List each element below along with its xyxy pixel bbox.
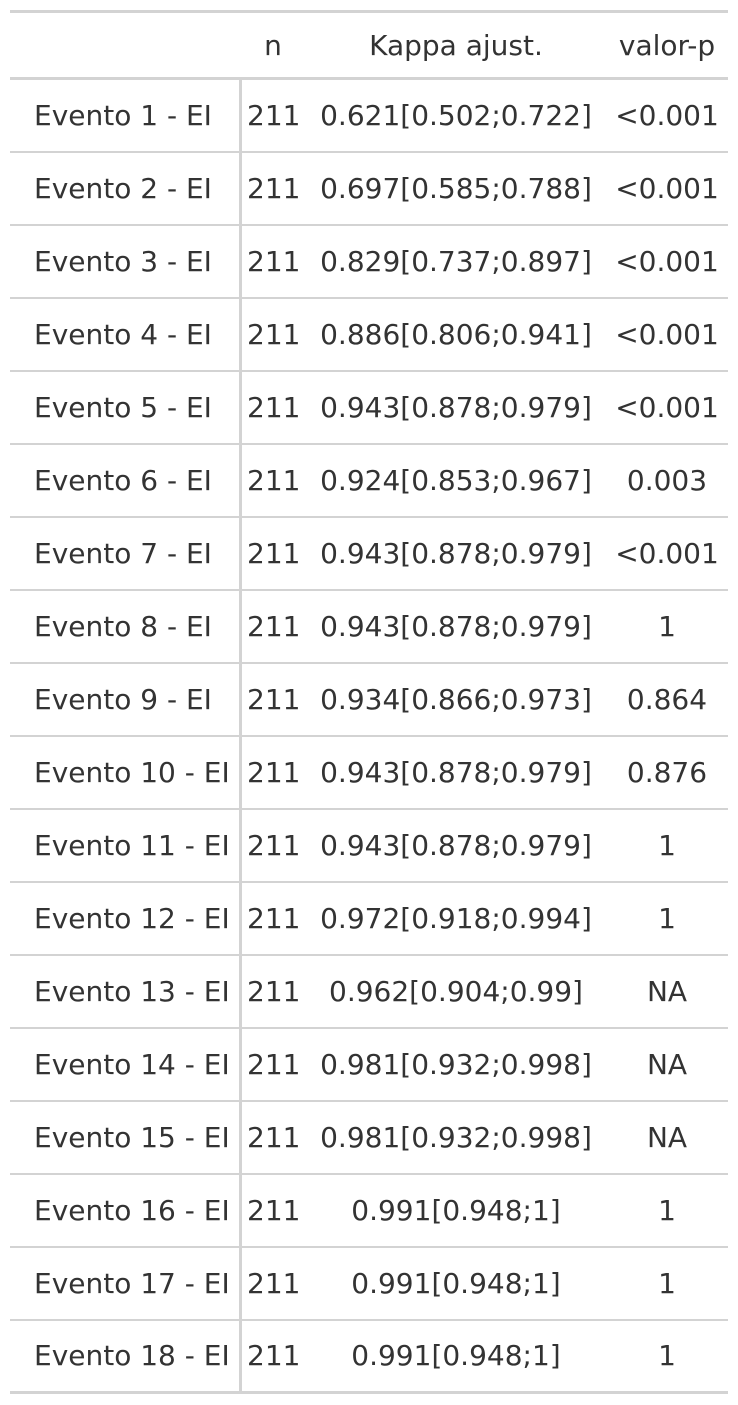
cell-n: 211 (240, 1319, 306, 1394)
table-row: Evento 9 - EI 211 0.934[0.866;0.973] 0.864 (10, 662, 728, 737)
cell-p-value: <0.001 (606, 370, 728, 445)
kappa-table-container: n Kappa ajust. valor-p Evento 1 - EI 211 0… (10, 10, 728, 1394)
table-row: Evento 17 - EI 211 0.991[0.948;1] 1 (10, 1246, 728, 1321)
cell-p-value: 1 (606, 589, 728, 664)
cell-p-value: 1 (606, 1319, 728, 1394)
cell-p-value: <0.001 (606, 516, 728, 591)
row-label: Evento 8 - EI (10, 589, 242, 664)
cell-p-value: <0.001 (606, 78, 728, 153)
row-label: Evento 1 - EI (10, 78, 242, 153)
cell-kappa: 0.886[0.806;0.941] (306, 297, 606, 372)
row-label: Evento 17 - EI (10, 1246, 242, 1321)
cell-kappa: 0.829[0.737;0.897] (306, 224, 606, 299)
header-p-value: valor-p (606, 10, 728, 80)
cell-n: 211 (240, 1100, 306, 1175)
cell-kappa: 0.943[0.878;0.979] (306, 589, 606, 664)
cell-kappa: 0.934[0.866;0.973] (306, 662, 606, 737)
cell-p-value: 1 (606, 1173, 728, 1248)
cell-n: 211 (240, 1027, 306, 1102)
cell-kappa: 0.962[0.904;0.99] (306, 954, 606, 1029)
table-row: Evento 7 - EI 211 0.943[0.878;0.979] <0.001 (10, 516, 728, 591)
table-body: Evento 1 - EI 211 0.621[0.502;0.722] <0.001… (10, 78, 728, 1394)
cell-p-value: 1 (606, 1246, 728, 1321)
cell-n: 211 (240, 443, 306, 518)
row-label: Evento 18 - EI (10, 1319, 242, 1394)
header-stub (10, 10, 240, 80)
cell-n: 211 (240, 662, 306, 737)
cell-n: 211 (240, 735, 306, 810)
header-kappa: Kappa ajust. (306, 10, 606, 80)
row-label: Evento 15 - EI (10, 1100, 242, 1175)
cell-kappa: 0.981[0.932;0.998] (306, 1027, 606, 1102)
cell-n: 211 (240, 297, 306, 372)
cell-n: 211 (240, 589, 306, 664)
cell-n: 211 (240, 224, 306, 299)
cell-p-value: 0.864 (606, 662, 728, 737)
cell-kappa: 0.943[0.878;0.979] (306, 735, 606, 810)
cell-p-value: <0.001 (606, 224, 728, 299)
cell-n: 211 (240, 881, 306, 956)
table-header: n Kappa ajust. valor-p (10, 10, 728, 80)
cell-p-value: 1 (606, 881, 728, 956)
cell-kappa: 0.943[0.878;0.979] (306, 808, 606, 883)
row-label: Evento 13 - EI (10, 954, 242, 1029)
header-row: n Kappa ajust. valor-p (10, 10, 728, 80)
cell-n: 211 (240, 954, 306, 1029)
cell-p-value: 1 (606, 808, 728, 883)
cell-n: 211 (240, 1173, 306, 1248)
cell-kappa: 0.972[0.918;0.994] (306, 881, 606, 956)
cell-kappa: 0.697[0.585;0.788] (306, 151, 606, 226)
cell-n: 211 (240, 516, 306, 591)
row-label: Evento 5 - EI (10, 370, 242, 445)
cell-kappa: 0.991[0.948;1] (306, 1246, 606, 1321)
table-row: Evento 6 - EI 211 0.924[0.853;0.967] 0.003 (10, 443, 728, 518)
row-label: Evento 12 - EI (10, 881, 242, 956)
row-label: Evento 9 - EI (10, 662, 242, 737)
table-row: Evento 15 - EI 211 0.981[0.932;0.998] NA (10, 1100, 728, 1175)
cell-p-value: <0.001 (606, 151, 728, 226)
table-row: Evento 16 - EI 211 0.991[0.948;1] 1 (10, 1173, 728, 1248)
cell-p-value: 0.003 (606, 443, 728, 518)
cell-n: 211 (240, 1246, 306, 1321)
header-n: n (240, 10, 306, 80)
cell-kappa: 0.991[0.948;1] (306, 1319, 606, 1394)
cell-p-value: <0.001 (606, 297, 728, 372)
table-row: Evento 3 - EI 211 0.829[0.737;0.897] <0.001 (10, 224, 728, 299)
cell-n: 211 (240, 808, 306, 883)
cell-kappa: 0.943[0.878;0.979] (306, 516, 606, 591)
row-label: Evento 6 - EI (10, 443, 242, 518)
row-label: Evento 2 - EI (10, 151, 242, 226)
row-label: Evento 11 - EI (10, 808, 242, 883)
cell-n: 211 (240, 151, 306, 226)
table-row: Evento 13 - EI 211 0.962[0.904;0.99] NA (10, 954, 728, 1029)
table-row: Evento 5 - EI 211 0.943[0.878;0.979] <0.001 (10, 370, 728, 445)
table-row: Evento 14 - EI 211 0.981[0.932;0.998] NA (10, 1027, 728, 1102)
table-row: Evento 11 - EI 211 0.943[0.878;0.979] 1 (10, 808, 728, 883)
cell-kappa: 0.991[0.948;1] (306, 1173, 606, 1248)
row-label: Evento 4 - EI (10, 297, 242, 372)
row-label: Evento 10 - EI (10, 735, 242, 810)
cell-kappa: 0.924[0.853;0.967] (306, 443, 606, 518)
row-label: Evento 3 - EI (10, 224, 242, 299)
table-row: Evento 2 - EI 211 0.697[0.585;0.788] <0.001 (10, 151, 728, 226)
cell-p-value: NA (606, 954, 728, 1029)
row-label: Evento 14 - EI (10, 1027, 242, 1102)
table-row: Evento 18 - EI 211 0.991[0.948;1] 1 (10, 1319, 728, 1394)
table-row: Evento 8 - EI 211 0.943[0.878;0.979] 1 (10, 589, 728, 664)
cell-p-value: NA (606, 1100, 728, 1175)
cell-kappa: 0.621[0.502;0.722] (306, 78, 606, 153)
table-row: Evento 12 - EI 211 0.972[0.918;0.994] 1 (10, 881, 728, 956)
table-row: Evento 4 - EI 211 0.886[0.806;0.941] <0.001 (10, 297, 728, 372)
table-row: Evento 1 - EI 211 0.621[0.502;0.722] <0.001 (10, 78, 728, 153)
row-label: Evento 16 - EI (10, 1173, 242, 1248)
row-label: Evento 7 - EI (10, 516, 242, 591)
cell-p-value: NA (606, 1027, 728, 1102)
cell-kappa: 0.943[0.878;0.979] (306, 370, 606, 445)
cell-p-value: 0.876 (606, 735, 728, 810)
table-row: Evento 10 - EI 211 0.943[0.878;0.979] 0.876 (10, 735, 728, 810)
cell-n: 211 (240, 78, 306, 153)
cell-kappa: 0.981[0.932;0.998] (306, 1100, 606, 1175)
kappa-table: n Kappa ajust. valor-p Evento 1 - EI 211 0… (10, 10, 728, 1394)
cell-n: 211 (240, 370, 306, 445)
